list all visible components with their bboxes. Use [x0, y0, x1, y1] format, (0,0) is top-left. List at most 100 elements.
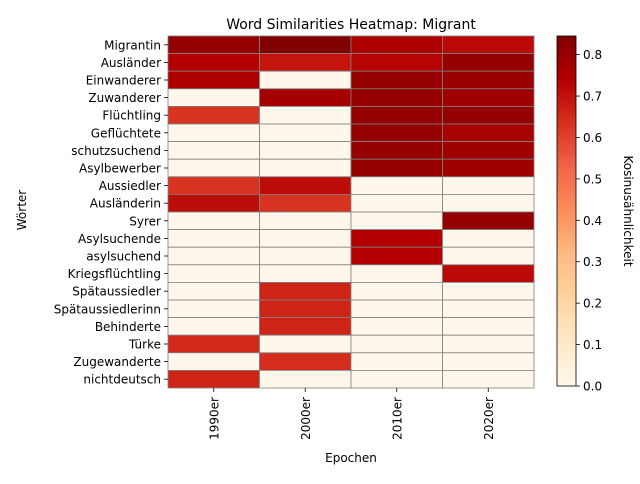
colorbar-gradient — [556, 35, 577, 387]
heatmap-cell — [442, 123, 535, 143]
heatmap-cell — [167, 141, 260, 160]
x-axis-label: Epochen — [325, 451, 377, 465]
heatmap-cell — [442, 281, 535, 301]
heatmap-cell — [350, 317, 443, 336]
heatmap-cell — [167, 35, 260, 55]
y-tick-label: Spätaussiedler — [72, 285, 161, 299]
heatmap-cell — [259, 369, 352, 389]
heatmap-cell — [259, 176, 352, 195]
y-tick-label: Behinderte — [95, 320, 161, 334]
y-tick-label: Aussiedler — [99, 179, 161, 193]
heatmap-cell — [167, 176, 260, 195]
heatmap-cell — [350, 264, 443, 283]
heatmap-cell — [259, 106, 352, 125]
heatmap-cell — [167, 317, 260, 336]
heatmap-cell — [350, 53, 443, 72]
heatmap-cell — [259, 246, 352, 266]
heatmap-cell — [350, 211, 443, 231]
y-tick-label: Geflüchtete — [91, 126, 161, 140]
heatmap-cell — [259, 141, 352, 160]
heatmap-cell — [350, 369, 443, 389]
y-tick-label: Türke — [128, 338, 161, 352]
heatmap-cell — [442, 193, 535, 213]
colorbar-tick-label: 0.8 — [583, 48, 602, 62]
y-tick-label: Asylbewerber — [79, 162, 161, 176]
colorbar-label: Kosinusähnlichkeit — [621, 155, 635, 266]
heatmap-cell — [167, 229, 260, 248]
heatmap-cell — [442, 352, 535, 371]
heatmap-cell — [167, 369, 260, 389]
y-tick-label: Spätaussiedlerinn — [54, 302, 161, 316]
y-tick-label: Zugewanderte — [73, 355, 161, 369]
x-tick-label: 2020er — [482, 397, 496, 440]
heatmap-cell — [350, 158, 443, 178]
heatmap-cell — [259, 229, 352, 248]
heatmap-cell — [442, 317, 535, 336]
heatmap-cell — [167, 123, 260, 143]
heatmap-cell — [350, 229, 443, 248]
heatmap-cell — [350, 352, 443, 371]
colorbar-tick-label: 0.4 — [583, 214, 602, 228]
heatmap-cell — [442, 264, 535, 283]
heatmap-cell — [259, 211, 352, 231]
heatmap-cell — [167, 193, 260, 213]
heatmap-cell — [259, 299, 352, 319]
colorbar-tick-label: 0.5 — [583, 172, 602, 186]
heatmap-cell — [442, 369, 535, 389]
y-tick-label: schutzsuchend — [71, 144, 161, 158]
x-tick-label: 1990er — [207, 397, 221, 440]
colorbar: 0.0 0.1 0.2 0.3 0.4 0.5 0.6 0.7 0.8 Kosinusähnli… — [556, 35, 635, 394]
heatmap-cell — [442, 70, 535, 90]
heatmap-cell — [350, 281, 443, 301]
heatmap-cell — [167, 106, 260, 125]
colorbar-tick-label: 0.2 — [583, 297, 602, 311]
heatmap-cell — [442, 106, 535, 125]
heatmap-cell — [167, 53, 260, 72]
x-tick-label: 2010er — [390, 397, 404, 440]
y-tick-label: Ausländerin — [90, 197, 161, 211]
y-tick-label: Einwanderer — [86, 74, 161, 88]
heatmap-cell — [350, 299, 443, 319]
colorbar-tick-label: 0.3 — [583, 255, 602, 269]
heatmap-cell — [259, 123, 352, 143]
y-tick-label: Zuwanderer — [88, 91, 161, 105]
heatmap-cell — [167, 211, 260, 231]
heatmap-cell — [350, 141, 443, 160]
heatmap-cell — [442, 176, 535, 195]
heatmap-cell — [167, 352, 260, 371]
heatmap-cell — [350, 176, 443, 195]
heatmap-cell — [350, 106, 443, 125]
heatmap-cell — [442, 141, 535, 160]
heatmap-cell — [259, 88, 352, 107]
heatmap-cell — [350, 35, 443, 55]
heatmap-cell — [442, 334, 535, 354]
heatmap-cell — [442, 211, 535, 231]
heatmap-cell — [259, 35, 352, 55]
heatmap-cell — [259, 317, 352, 336]
colorbar-tick-label: 0.0 — [583, 380, 602, 394]
heatmap-cell — [259, 193, 352, 213]
heatmap-cell — [350, 334, 443, 354]
heatmap-cell — [259, 334, 352, 354]
y-tick-label: Syrer — [129, 214, 161, 228]
heatmap-cell — [167, 264, 260, 283]
heatmap-cell — [259, 352, 352, 371]
heatmap-cell — [442, 35, 535, 55]
y-axis-label: Wörter — [15, 190, 29, 231]
y-tick-label: Ausländer — [101, 56, 161, 70]
y-tick-label: asylsuchend — [86, 250, 161, 264]
heatmap-cell — [259, 53, 352, 72]
heatmap-cell — [442, 299, 535, 319]
colorbar-tick-label: 0.1 — [583, 338, 602, 352]
heatmap-cell — [167, 299, 260, 319]
heatmap-cell — [350, 70, 443, 90]
y-tick-label: nichtdeutsch — [83, 373, 161, 387]
x-tick-label: 2000er — [299, 397, 313, 440]
y-tick-label: Kriegsflüchtling — [68, 267, 161, 281]
colorbar-tick-label: 0.7 — [583, 90, 602, 104]
heatmap-cell — [442, 88, 535, 107]
heatmap-cells — [167, 35, 535, 389]
heatmap-cell — [167, 70, 260, 90]
